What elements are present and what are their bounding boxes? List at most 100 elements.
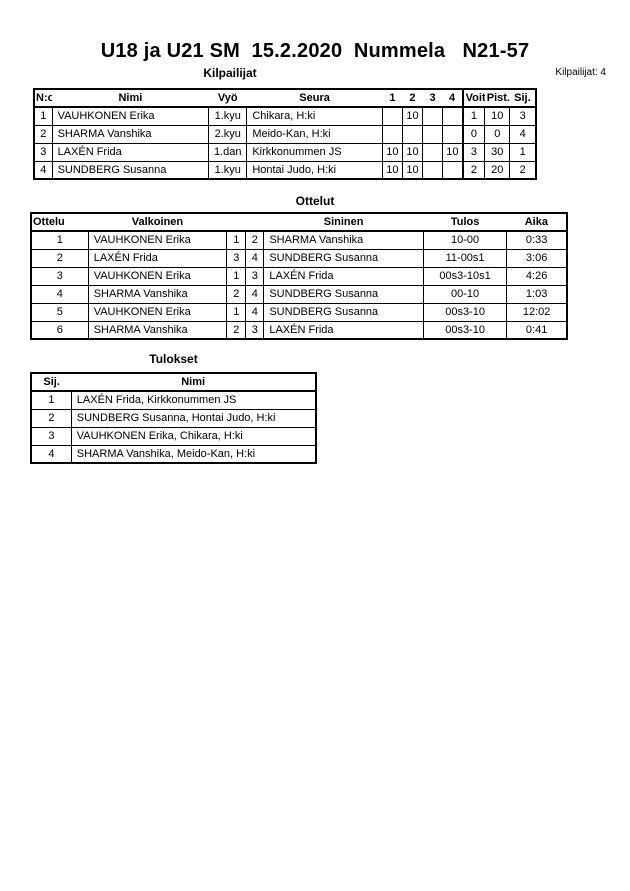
blue-player-name: SHARMA Vanshika [263, 230, 424, 250]
white-player-no: 2 [226, 320, 247, 340]
competitor-club: Hontai Judo, H:ki [246, 160, 383, 180]
col-header-time: Aika [506, 212, 567, 232]
score-round2: 10 [401, 160, 424, 180]
competitor-no: 3 [33, 142, 53, 162]
score-round3 [421, 106, 444, 126]
competitor-belt: 1.kyu [208, 106, 248, 126]
competitor-row: 4 SUNDBERG Susanna 1.kyu Hontai Judo, H:… [33, 160, 537, 180]
match-row: 1 VAUHKONEN Erika 1 2 SHARMA Vanshika 10… [30, 230, 568, 250]
competitor-club: Meido-Kan, H:ki [246, 124, 383, 144]
col-header-rank: Sij. [509, 88, 536, 108]
competitors-heading: Kilpailijat [203, 66, 257, 80]
result-name: LAXÉN Frida, Kirkkonummen JS [70, 390, 317, 410]
col-header-rank: Sij. [31, 372, 72, 392]
score-round2 [401, 124, 424, 144]
match-time: 1:03 [506, 284, 568, 304]
competitor-wins: 3 [461, 142, 486, 162]
competitor-wins: 1 [461, 106, 486, 126]
match-number: 2 [30, 248, 89, 268]
competitor-belt: 2.kyu [208, 124, 248, 144]
blue-player-name: SUNDBERG Susanna [263, 248, 424, 268]
results-table: Sij. Nimi 1 LAXÉN Frida, Kirkkonummen JS… [30, 372, 317, 464]
match-row: 4 SHARMA Vanshika 2 4 SUNDBERG Susanna 0… [30, 284, 568, 304]
header-spacer [226, 212, 246, 232]
match-number: 6 [30, 320, 89, 340]
competitor-no: 1 [33, 106, 53, 126]
score-round4 [442, 106, 464, 126]
competitor-wins: 0 [461, 124, 486, 144]
match-time: 12:02 [506, 302, 568, 322]
competitor-name: SHARMA Vanshika [51, 124, 210, 144]
col-header-points: Pist. [484, 88, 510, 108]
match-result: 11-00s1 [422, 248, 508, 268]
blue-player-no: 3 [245, 320, 265, 340]
white-player-no: 1 [226, 230, 247, 250]
blue-player-no: 3 [245, 266, 265, 286]
score-round3 [421, 160, 444, 180]
result-name: VAUHKONEN Erika, Chikara, H:ki [70, 426, 317, 446]
blue-player-no: 4 [245, 284, 265, 304]
competitor-points: 20 [484, 160, 511, 180]
col-header-round4: 4 [442, 88, 463, 108]
score-round4 [442, 160, 464, 180]
competitor-points: 30 [484, 142, 511, 162]
page-title: U18 ja U21 SM 15.2.2020 Nummela N21-57 [100, 40, 530, 62]
col-header-club: Seura [246, 88, 383, 108]
score-round1: 10 [381, 160, 403, 180]
competitor-club: Chikara, H:ki [246, 106, 383, 126]
result-name: SHARMA Vanshika, Meido-Kan, H:ki [70, 444, 317, 464]
competitor-count-label: Kilpailijat: 4 [555, 67, 606, 78]
match-row: 2 LAXÉN Frida 3 4 SUNDBERG Susanna 11-00… [30, 248, 568, 268]
match-result: 00s3-10 [422, 320, 508, 340]
col-header-wins: Voit. [461, 88, 485, 108]
competitors-table: N:o Nimi Vyö Seura 1 2 3 4 Voit. Pist. S… [33, 88, 537, 180]
match-number: 1 [30, 230, 89, 250]
results-header-row: Sij. Nimi [31, 372, 316, 392]
competitor-rank: 4 [509, 124, 537, 144]
result-row: 2 SUNDBERG Susanna, Hontai Judo, H:ki [30, 408, 317, 428]
competitor-belt: 1.dan [208, 142, 248, 162]
blue-player-name: LAXÉN Frida [263, 320, 424, 340]
match-time: 3:06 [506, 248, 568, 268]
competitor-row: 1 VAUHKONEN Erika 1.kyu Chikara, H:ki 10… [33, 106, 537, 126]
competitors-header-row: N:o Nimi Vyö Seura 1 2 3 4 Voit. Pist. S… [34, 88, 536, 108]
competitor-belt: 1.kyu [208, 160, 248, 180]
score-round1 [381, 106, 403, 126]
competitor-no: 2 [33, 124, 53, 144]
match-row: 6 SHARMA Vanshika 2 3 LAXÉN Frida 00s3-1… [30, 320, 568, 340]
results-heading: Tulokset [149, 352, 198, 366]
match-row: 5 VAUHKONEN Erika 1 4 SUNDBERG Susanna 0… [30, 302, 568, 322]
score-round3 [421, 142, 444, 162]
result-rank: 3 [30, 426, 72, 446]
header-spacer [245, 212, 264, 232]
competitor-points: 0 [484, 124, 511, 144]
white-player-name: LAXÉN Frida [87, 248, 228, 268]
col-header-name: Nimi [71, 372, 316, 392]
col-header-belt: Vyö [208, 88, 247, 108]
competitor-name: LAXÉN Frida [51, 142, 210, 162]
score-round4: 10 [442, 142, 464, 162]
match-time: 4:26 [506, 266, 568, 286]
white-player-no: 1 [226, 302, 247, 322]
match-number: 5 [30, 302, 89, 322]
match-result: 00s3-10s1 [422, 266, 508, 286]
competitor-name: VAUHKONEN Erika [51, 106, 210, 126]
result-row: 3 VAUHKONEN Erika, Chikara, H:ki [30, 426, 317, 446]
competitor-no: 4 [33, 160, 53, 180]
result-rank: 1 [30, 390, 72, 410]
white-player-name: SHARMA Vanshika [87, 320, 228, 340]
competitor-name: SUNDBERG Susanna [51, 160, 210, 180]
result-rank: 2 [30, 408, 72, 428]
competitor-row: 2 SHARMA Vanshika 2.kyu Meido-Kan, H:ki … [33, 124, 537, 144]
blue-player-no: 4 [245, 302, 265, 322]
col-header-white: Valkoinen [88, 212, 227, 232]
competitor-club: Kirkkonummen JS [246, 142, 383, 162]
white-player-no: 1 [226, 266, 247, 286]
competitor-wins: 2 [461, 160, 486, 180]
blue-player-no: 4 [245, 248, 265, 268]
col-header-no: N:o [34, 88, 53, 108]
score-round2: 10 [401, 106, 424, 126]
score-round1: 10 [381, 142, 403, 162]
match-result: 00-10 [422, 284, 508, 304]
